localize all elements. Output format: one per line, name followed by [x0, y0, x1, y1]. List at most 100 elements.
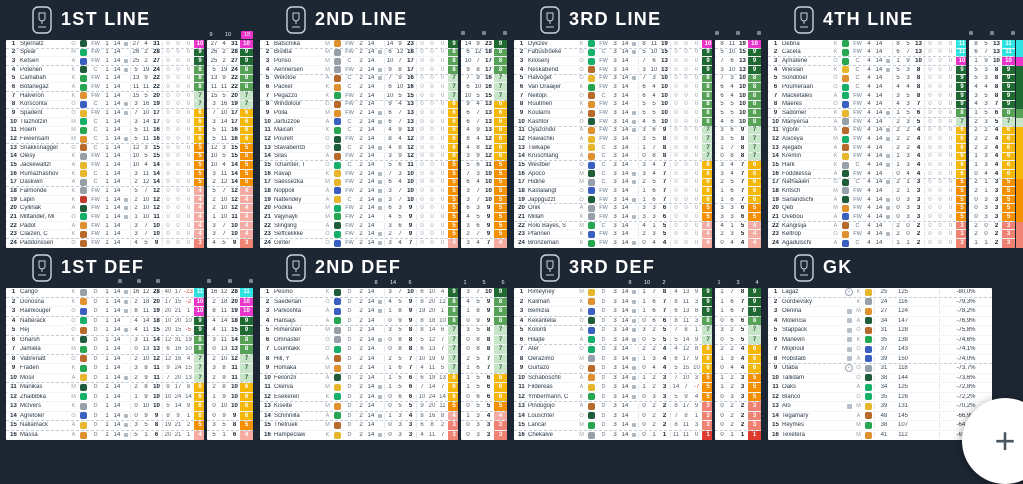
player-row[interactable]: 18 Kastalangt O FW 3 14 1 6 7 0 0 0 6 — [514, 187, 712, 196]
pinned-score-row[interactable]: 2 10 12 4 — [207, 195, 253, 205]
player-row[interactable]: 13 Alo M 39 131 -70,2% — [768, 402, 992, 412]
player-row[interactable]: 7 Pegazzo K FW 2 14 10 5 15 0 0 0 7 — [260, 91, 458, 101]
player-row[interactable]: 16 Hampeclaw K D 2 14 0 3 3 4 11 7 3 — [260, 430, 458, 440]
player-row[interactable]: 11 Ckerva M D 2 14 1 5 6 7 14 7 6 — [260, 383, 458, 393]
player-row[interactable]: 13 Pindogojo A D 3 14 0 2 2 8 17 9 3 — [514, 402, 712, 412]
pinned-score-row[interactable]: 6 12 18 8 — [461, 48, 507, 58]
player-row[interactable]: 12 Zhaibibka M D 1 14 1 9 10 10 24 14 6 — [6, 392, 204, 402]
player-row[interactable]: 20 Cyllinak A FW 1 14 2 10 12 0 0 0 4 — [6, 204, 204, 214]
player-row[interactable]: 8 Oerazimo M D 3 14 1 3 4 8 17 9 6 — [514, 354, 712, 364]
player-row[interactable]: 13 Tiwkape K C 3 14 1 7 8 0 0 0 7 — [514, 143, 712, 153]
pinned-score-row[interactable]: 6 10 16 7 — [461, 83, 507, 92]
pinned-score-row[interactable]: 8 11 19 10 — [715, 40, 761, 49]
player-row[interactable]: 13 Kiseite M D 2 14 0 5 5 9 20 11 5 — [260, 402, 458, 412]
pinned-score-row[interactable]: 6 7 13 6 — [461, 109, 507, 118]
player-row[interactable]: 15 Lancar M D 3 14 0 2 2 8 11 3 3 — [514, 421, 712, 431]
player-row[interactable]: 7 Loumtakk O D 2 14 0 8 8 6 13 7 7 — [260, 345, 458, 355]
player-row[interactable]: 14 Kremin K FW 4 14 1 3 4 0 0 0 6 — [768, 152, 966, 162]
player-row[interactable]: 5 Camabah K FW 1 14 13 9 22 0 0 0 8 — [6, 74, 204, 84]
player-row[interactable]: 6 Van Draaijer K FW 3 14 6 4 10 0 0 0 8 — [514, 83, 712, 92]
player-row[interactable]: 8 Maeres O FW 4 14 4 3 7 0 0 0 9 — [768, 100, 966, 110]
player-row[interactable]: 10 Mosil A D 1 14 2 9 11 7 20 13 7 — [6, 373, 204, 383]
player-row[interactable]: 1 Stjernatz O FW 1 14 27 4 31 0 0 0 10 — [6, 40, 204, 49]
player-row[interactable]: 9 Gurtazo O D 3 14 0 4 4 5 15 10 6 — [514, 364, 712, 374]
player-row[interactable]: 3 Ponso M C 2 14 10 7 17 0 0 0 8 — [260, 57, 458, 66]
pinned-score-row[interactable]: 4 14 18 9 — [207, 316, 253, 326]
player-row[interactable]: 2 Spear M FW 1 14 26 2 28 0 0 0 9 — [6, 48, 204, 58]
player-row[interactable]: 20 Onik A FW 3 14 3 3 6 0 0 0 5 — [514, 204, 712, 214]
pinned-score-row[interactable]: 3 11 14 8 — [207, 335, 253, 345]
player-row[interactable]: 19 Nattendey A C 2 14 3 7 10 0 0 0 5 — [260, 195, 458, 205]
player-row[interactable]: 8 Hill, Y A D 2 14 2 5 7 10 19 9 7 — [260, 354, 458, 364]
player-row[interactable]: 4 Hansajs A D 2 14 0 9 9 8 18 10 8 — [260, 316, 458, 326]
player-row[interactable]: 2 Saederlan O D 2 14 4 5 9 8 20 12 8 — [260, 297, 458, 307]
pinned-score-row[interactable]: 3 7 10 9 — [461, 288, 507, 298]
player-row[interactable]: 10 Schaboschti A D 3 14 1 2 3 7 10 3 5 — [514, 373, 712, 383]
player-row[interactable]: 8 Windolour O FW 2 14 9 4 13 0 0 0 6 — [260, 100, 458, 110]
player-row[interactable]: 5 Rimersten M D 2 14 3 5 8 8 14 6 7 — [260, 326, 458, 336]
player-row[interactable]: 17 Hidine M C 3 14 2 5 7 0 0 0 6 — [514, 178, 712, 188]
player-row[interactable]: 7 Mojinoul O 37 143 -74,1% — [768, 345, 992, 355]
pinned-score-row[interactable]: 10 7 17 8 — [461, 57, 507, 66]
pinned-score-row[interactable]: 25 2 27 9 — [207, 57, 253, 66]
player-row[interactable]: 24 Ginter O FW 2 14 3 4 7 0 0 0 4 — [260, 239, 458, 248]
player-row[interactable]: 18 Noppoli A FW 2 14 3 7 10 0 0 0 5 — [260, 187, 458, 196]
pinned-score-row[interactable]: 6 4 10 8 — [715, 91, 761, 101]
player-row[interactable]: 17 Daskwin A C 1 14 2 12 14 0 0 0 5 — [6, 178, 204, 188]
pinned-score-row[interactable]: 5 5 10 8 — [715, 100, 761, 110]
player-row[interactable]: 11 Roem M C 1 14 5 11 16 0 0 0 6 — [6, 126, 204, 136]
pinned-score-row[interactable]: 1 9 10 10 — [969, 57, 1015, 66]
player-row[interactable]: 21 Millah K FW 3 14 3 3 6 0 0 0 5 — [514, 213, 712, 222]
pinned-score-row[interactable]: 5 19 24 8 — [207, 65, 253, 75]
player-row[interactable]: 12 Esekeren K D 2 14 0 6 6 10 24 14 6 — [260, 392, 458, 402]
player-row[interactable]: 3 Bemizia K D 3 14 1 6 7 6 13 8 9 — [514, 307, 712, 317]
player-row[interactable]: 5 Sondifoel O C 4 14 5 3 8 0 0 0 9 — [768, 74, 966, 84]
pinned-score-row[interactable]: 6 7 13 6 — [461, 117, 507, 127]
player-row[interactable]: 12 Asiceya M FW 4 14 2 2 4 0 0 0 6 — [768, 135, 966, 144]
pinned-score-row[interactable]: 3 11 14 5 — [207, 169, 253, 179]
player-row[interactable]: 10 Manyersa A FW 4 14 2 3 5 0 0 0 7 — [768, 117, 966, 127]
player-row[interactable]: 15 Jackewaltzl A FW 1 14 10 4 14 0 0 0 5 — [6, 161, 204, 170]
player-row[interactable]: 7 Jamiela M D 1 14 0 13 13 6 16 10 8 — [6, 345, 204, 355]
pinned-score-row[interactable]: 4 11 15 9 — [207, 326, 253, 336]
player-row[interactable]: 3 Ketsen A FW 1 14 25 2 27 0 0 0 9 — [6, 57, 204, 66]
player-row[interactable]: 8 Vabrenatt O D 1 14 2 10 12 12 16 4 7 — [6, 354, 204, 364]
player-row[interactable]: 12 Blanco O 35 126 -72,2% — [768, 393, 992, 402]
player-row[interactable]: 13 Ajegabi A FW 4 14 2 2 4 0 0 0 6 — [768, 143, 966, 153]
pinned-score-row[interactable]: 7 9 16 7 — [461, 74, 507, 84]
player-row[interactable]: 11 Oyazondo A FW 3 14 3 6 9 0 0 0 7 — [514, 126, 712, 136]
player-row[interactable]: 23 Pfannen K FW 3 14 2 3 5 0 0 0 4 — [514, 230, 712, 240]
player-row[interactable]: 4 Natterack O D 1 14 4 14 18 10 20 10 9 — [6, 316, 204, 326]
pinned-score-row[interactable]: 7 3 10 5 — [461, 169, 507, 179]
pinned-score-row[interactable]: 5 11 16 6 — [207, 135, 253, 144]
player-row[interactable]: 9 Polla M FW 2 14 6 7 13 0 0 0 6 — [260, 109, 458, 118]
player-row[interactable]: 2 Bisliba M FW 2 14 6 12 18 0 0 0 8 — [260, 48, 458, 58]
player-row[interactable]: 1 Dykzev K FW 3 14 8 11 19 0 0 0 10 — [514, 40, 712, 49]
player-row[interactable]: 17 Saessezka M FW 2 14 6 4 10 0 0 0 5 — [260, 178, 458, 188]
player-row[interactable]: 10 Tallidam O 38 144 -73,6% — [768, 374, 992, 383]
pinned-score-row[interactable]: 2 8 10 6 — [207, 383, 253, 393]
